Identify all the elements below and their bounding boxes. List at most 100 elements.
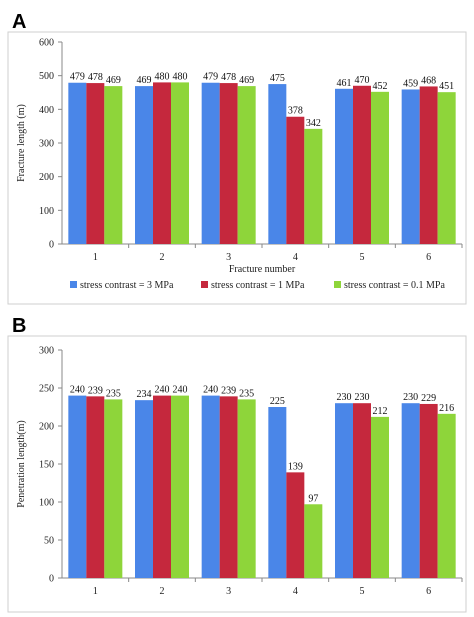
data-label: 478 [88,72,103,83]
bar [201,395,220,578]
legend-label: stress contrast = 0.1 MPa [344,280,445,291]
data-label: 479 [70,72,85,83]
bar [304,504,323,578]
y-tick-label: 150 [39,460,54,471]
bar [437,413,456,578]
bar [171,82,189,245]
bar [371,416,389,578]
y-tick-label: 200 [39,172,54,183]
bar [237,399,256,578]
data-label: 470 [355,75,370,86]
bar [153,395,171,578]
panel-label-b: B [12,315,26,337]
x-tick-label: 6 [426,586,431,597]
panel-border [7,31,467,305]
bar [401,403,420,578]
bar [219,83,238,244]
x-tick-label: 5 [360,586,365,597]
bar [286,472,305,578]
y-tick-label: 500 [39,71,54,82]
data-label: 139 [288,461,303,472]
x-axis-label: Fracture number [229,264,296,275]
legend-label: stress contrast = 1 MPa [211,280,305,291]
y-tick-label: 400 [39,105,54,116]
bar [371,91,389,245]
bar [268,407,287,578]
y-tick-label: 250 [39,384,54,395]
y-tick-label: 300 [39,346,54,357]
x-tick-label: 2 [160,252,165,263]
data-label: 97 [308,493,318,504]
bar [135,400,153,578]
data-label: 451 [439,81,454,92]
bar [353,403,371,578]
bar [335,88,353,245]
x-tick-label: 1 [93,586,98,597]
data-label: 230 [403,392,418,403]
bar [268,84,287,244]
data-label: 230 [355,392,370,403]
bar [86,83,105,244]
bar [104,86,123,244]
data-label: 461 [337,78,352,89]
legend-item: stress contrast = 1 MPa [201,280,305,291]
bar [104,399,123,578]
bar [237,86,256,244]
data-label: 216 [439,403,454,414]
legend-swatch [201,281,208,288]
bar [219,396,238,578]
y-tick-label: 200 [39,422,54,433]
x-tick-label: 3 [226,586,231,597]
data-label: 235 [106,388,121,399]
data-label: 469 [239,75,254,86]
data-label: 212 [373,406,388,417]
bar [419,86,438,244]
y-tick-label: 0 [49,240,54,251]
panel-border [7,335,467,613]
x-tick-label: 2 [160,586,165,597]
legend-item: stress contrast = 0.1 MPa [334,280,445,291]
legend-label: stress contrast = 3 MPa [80,280,174,291]
data-label: 225 [270,396,285,407]
data-label: 479 [203,72,218,83]
y-axis-label: Penetration length(m) [16,420,27,507]
data-label: 239 [88,385,103,396]
data-label: 480 [173,71,188,82]
data-label: 235 [239,388,254,399]
x-tick-label: 1 [93,252,98,263]
x-tick-label: 5 [360,252,365,263]
bar [304,128,323,244]
bar [201,82,220,244]
data-label: 478 [221,72,236,83]
x-tick-label: 4 [293,586,298,597]
data-label: 240 [203,385,218,396]
bar [171,395,189,578]
bar [68,82,87,244]
bar [86,396,105,578]
data-label: 230 [337,392,352,403]
y-tick-label: 50 [44,536,54,547]
data-label: 480 [155,71,170,82]
data-label: 378 [288,106,303,117]
data-label: 234 [137,389,152,400]
x-tick-label: 3 [226,252,231,263]
bar [68,395,87,578]
legend-swatch [334,281,341,288]
data-label: 452 [373,81,388,92]
bar [401,89,420,244]
data-label: 342 [306,118,321,129]
data-label: 475 [270,73,285,84]
data-label: 468 [421,75,436,86]
bar [135,86,153,244]
y-axis-label: Fracture length (m) [16,104,27,182]
data-label: 459 [403,78,418,89]
data-label: 469 [137,75,152,86]
bar [353,85,371,245]
bar [419,403,438,578]
y-tick-label: 300 [39,139,54,150]
data-label: 240 [173,385,188,396]
x-tick-label: 4 [293,252,298,263]
